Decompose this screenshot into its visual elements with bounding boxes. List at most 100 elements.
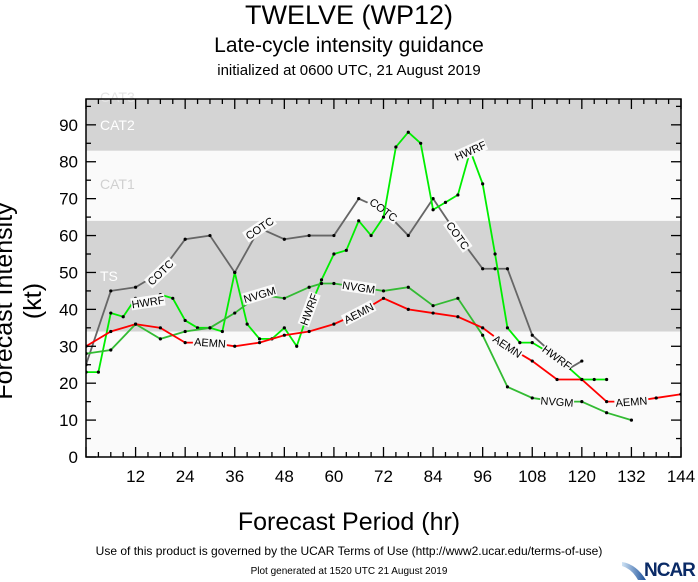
data-point-aemn	[456, 315, 460, 319]
data-point-hwrf	[344, 248, 348, 252]
band-label-cat3: CAT3	[100, 89, 135, 105]
y-tick-label: 50	[59, 263, 78, 282]
y-tick-label: 0	[69, 448, 78, 467]
series-label-bg	[489, 331, 525, 361]
x-tick-label: 120	[568, 467, 596, 486]
data-point-cotc	[183, 237, 187, 241]
data-point-hwrf	[592, 377, 596, 382]
x-tick-label: 72	[374, 467, 393, 486]
data-point-aemn	[133, 322, 138, 326]
series-label-bg	[452, 138, 489, 164]
x-tick-label: 60	[324, 467, 343, 486]
data-point-cotc	[109, 289, 113, 293]
data-point-nvgm	[183, 329, 187, 334]
data-point-cotc	[282, 237, 286, 241]
series-label-bg	[297, 291, 321, 328]
data-point-cotc	[530, 333, 534, 337]
ncar-logo-text: NCAR	[644, 560, 696, 581]
data-point-hwrf	[431, 208, 435, 212]
data-point-hwrf	[257, 337, 262, 341]
y-tick-label: 60	[59, 227, 78, 246]
band-ts	[86, 220, 681, 332]
data-point-aemn	[381, 296, 386, 300]
data-point-hwrf	[394, 145, 398, 149]
data-point-nvgm	[208, 326, 212, 330]
x-tick-label: 144	[667, 467, 695, 486]
y-tick-label: 10	[59, 411, 78, 430]
series-label-text: AEMN	[615, 395, 648, 409]
series-label-bg	[366, 194, 401, 225]
y-tick-label: 30	[59, 337, 78, 356]
data-point-aemn	[307, 329, 311, 334]
data-point-cotc	[431, 197, 435, 201]
data-point-hwrf	[171, 296, 175, 300]
ncar-logo-icon	[622, 562, 646, 580]
data-point-nvgm	[406, 285, 410, 289]
data-point-hwrf	[195, 326, 200, 330]
data-point-hwrf	[406, 130, 410, 134]
series-label-bg	[539, 394, 575, 409]
band-label-ts: TS	[100, 268, 118, 284]
x-axis-label: Forecast Period (hr)	[237, 508, 461, 536]
data-point-nvgm	[530, 396, 534, 400]
data-point-hwrf	[109, 311, 113, 315]
series-label-nvgm: NVGM	[341, 278, 377, 297]
data-point-nvgm	[332, 281, 336, 286]
x-tick-label: 108	[518, 467, 546, 486]
data-point-hwrf	[319, 278, 324, 282]
band-label-cat2: CAT2	[100, 117, 135, 133]
data-point-hwrf	[518, 340, 522, 345]
data-point-hwrf	[332, 252, 336, 256]
data-point-nvgm	[109, 348, 113, 352]
data-point-aemn	[109, 329, 113, 334]
series-label-text: NVGM	[341, 280, 375, 297]
y-axis-label: Forecast Intensity (kt)	[0, 202, 47, 400]
data-point-hwrf	[245, 322, 249, 326]
data-point-hwrf	[233, 270, 237, 275]
series-label-hwrf: HWRF	[130, 293, 166, 311]
data-point-hwrf	[357, 219, 361, 223]
generated-time: Plot generated at 1520 UTC 21 August 201…	[250, 566, 448, 577]
data-point-cotc	[208, 233, 212, 238]
x-tick-label: 12	[126, 467, 145, 486]
terms-of-use-text: Use of this product is governed by the U…	[95, 544, 603, 558]
series-label-bg	[143, 256, 177, 289]
data-point-hwrf	[381, 215, 386, 219]
data-point-nvgm	[605, 411, 609, 415]
data-point-hwrf	[369, 233, 373, 238]
data-point-nvgm	[282, 296, 286, 300]
y-tick-label: 80	[59, 153, 78, 172]
x-tick-label: 36	[225, 467, 244, 486]
data-point-aemn	[233, 344, 237, 348]
x-tick-label: 48	[275, 467, 294, 486]
data-point-cotc	[332, 233, 336, 238]
data-point-cotc	[580, 359, 584, 363]
y-tick-label: 90	[59, 116, 78, 135]
data-point-aemn	[555, 377, 559, 382]
data-point-cotc	[493, 267, 497, 271]
data-point-nvgm	[307, 285, 311, 289]
series-label-bg	[130, 293, 166, 311]
data-point-hwrf	[96, 370, 100, 374]
data-point-aemn	[605, 400, 609, 404]
series-label-text: AEMN	[194, 336, 227, 350]
chart-subtitle: Late-cycle intensity guidance	[214, 34, 484, 57]
data-point-hwrf	[493, 252, 497, 256]
data-point-nvgm	[319, 281, 324, 286]
data-point-aemn	[580, 377, 584, 382]
data-point-cotc	[505, 267, 510, 271]
y-tick-label: 40	[59, 300, 78, 319]
x-tick-label: 24	[176, 467, 195, 486]
data-point-hwrf	[530, 340, 534, 345]
data-point-hwrf	[605, 377, 609, 382]
chart-title: TWELVE (WP12)	[244, 0, 454, 30]
data-point-hwrf	[220, 329, 224, 334]
data-point-hwrf	[419, 141, 423, 145]
x-tick-label: 84	[424, 467, 443, 486]
data-point-aemn	[481, 326, 485, 330]
series-label-bg	[242, 213, 278, 243]
series-label-aemn: AEMN	[614, 394, 649, 410]
data-point-aemn	[530, 359, 534, 363]
